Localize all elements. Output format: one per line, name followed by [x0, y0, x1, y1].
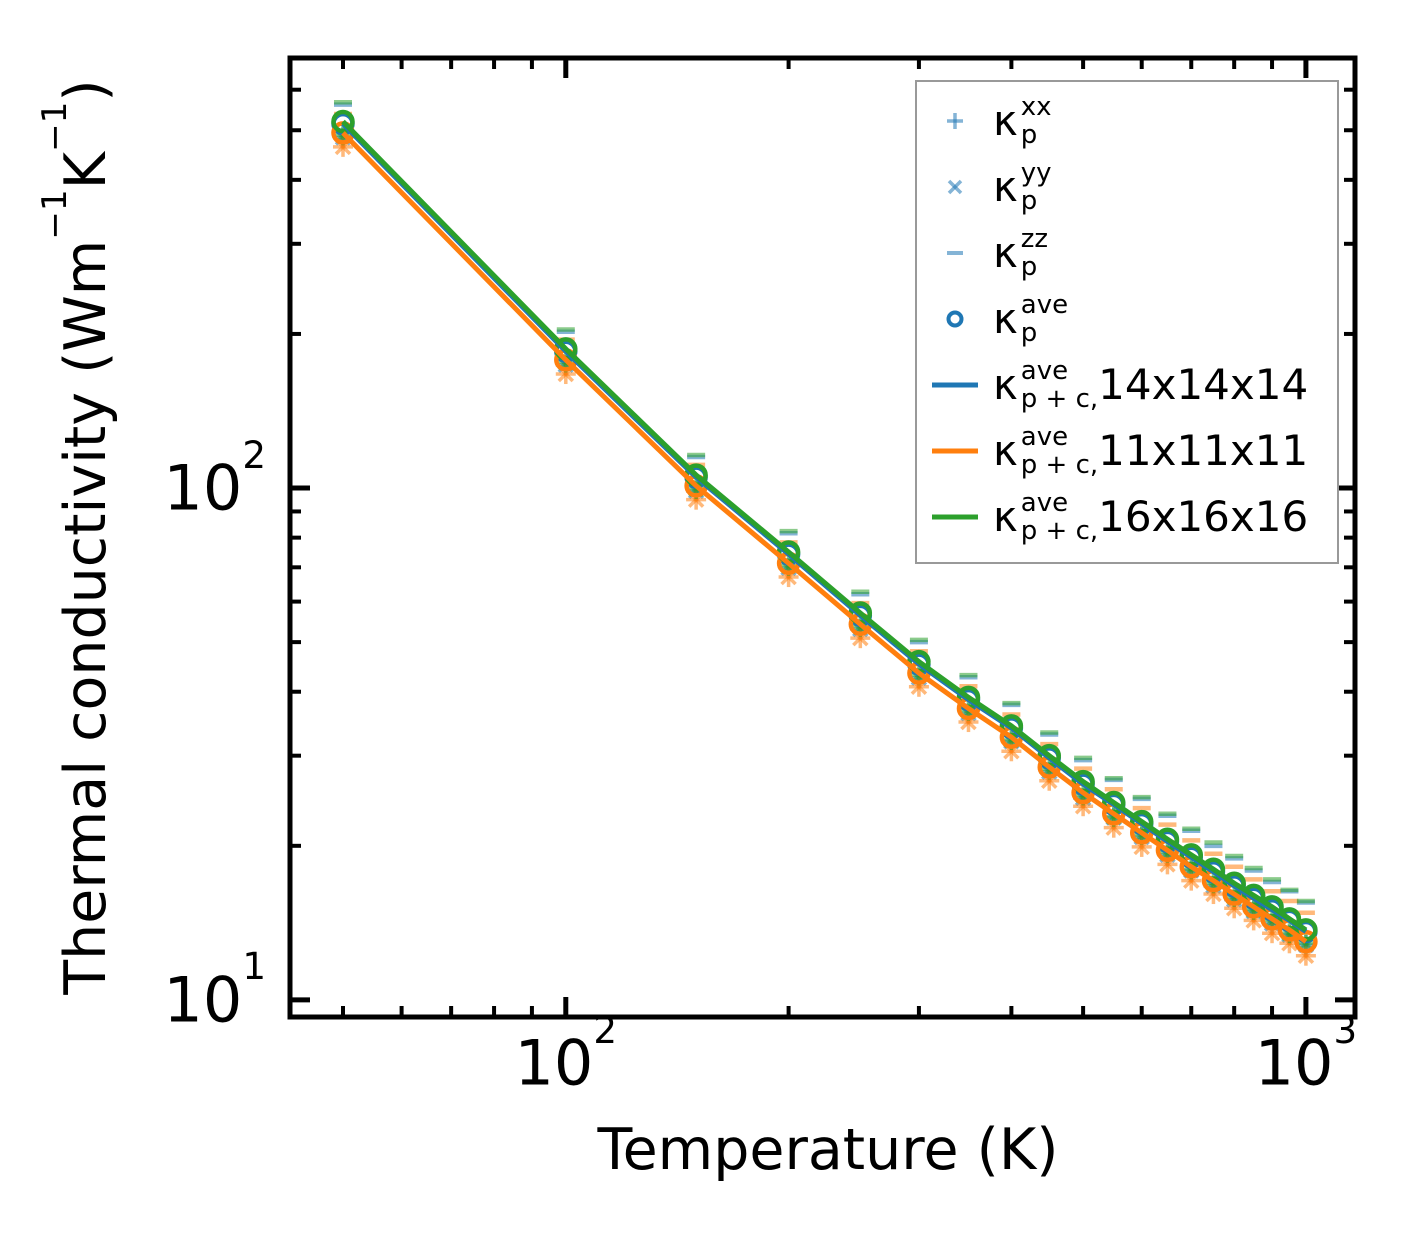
line-marker-icon: [932, 514, 978, 520]
plot-border: [287, 55, 1358, 1020]
x-axis-label: Temperature (K): [597, 1117, 1059, 1183]
x-tick-label-10e2: 102: [514, 1007, 618, 1100]
kappa-p-plus-c-line-16x16x16: [341, 119, 1308, 932]
y-axis-label: Thermal conductivity (Wm−1K−1): [35, 79, 119, 995]
legend-label: κ ave p + c, 11x11x11: [993, 421, 1309, 480]
dash-marker-icon: [947, 251, 963, 255]
kappa-p-plus-c-line-11x11x11: [341, 131, 1308, 944]
legend: κ xx p κ yy p κ zz p κ ave p κ ave p + c, 14x14x14 κ ave…: [915, 80, 1339, 564]
legend-entry-2: κ zz p: [917, 220, 1337, 286]
legend-label: κ ave p + c, 16x16x16: [993, 487, 1309, 546]
circle-marker-icon: [946, 310, 964, 328]
legend-entry-6: κ ave p + c, 16x16x16: [917, 484, 1337, 550]
line-marker-icon: [932, 382, 978, 388]
legend-label: κ yy p: [993, 157, 1052, 216]
legend-label: κ xx p: [993, 91, 1052, 150]
x-tick-label-10e3: 103: [1254, 1007, 1358, 1100]
legend-entry-1: κ yy p: [917, 154, 1337, 220]
legend-label: κ ave p + c, 14x14x14: [993, 355, 1309, 414]
legend-entry-3: κ ave p: [917, 286, 1337, 352]
y-tick-label-10e1: 101: [163, 944, 266, 1037]
line-marker-icon: [932, 448, 978, 454]
cross-marker-icon: [947, 179, 963, 195]
plus-marker-icon: [947, 113, 963, 129]
legend-entry-0: κ xx p: [917, 88, 1337, 154]
legend-entry-5: κ ave p + c, 11x11x11: [917, 418, 1337, 484]
legend-label: κ ave p: [993, 289, 1069, 348]
legend-label: κ zz p: [993, 223, 1049, 282]
legend-entry-4: κ ave p + c, 14x14x14: [917, 352, 1337, 418]
y-tick-label-10e2: 102: [163, 432, 266, 525]
